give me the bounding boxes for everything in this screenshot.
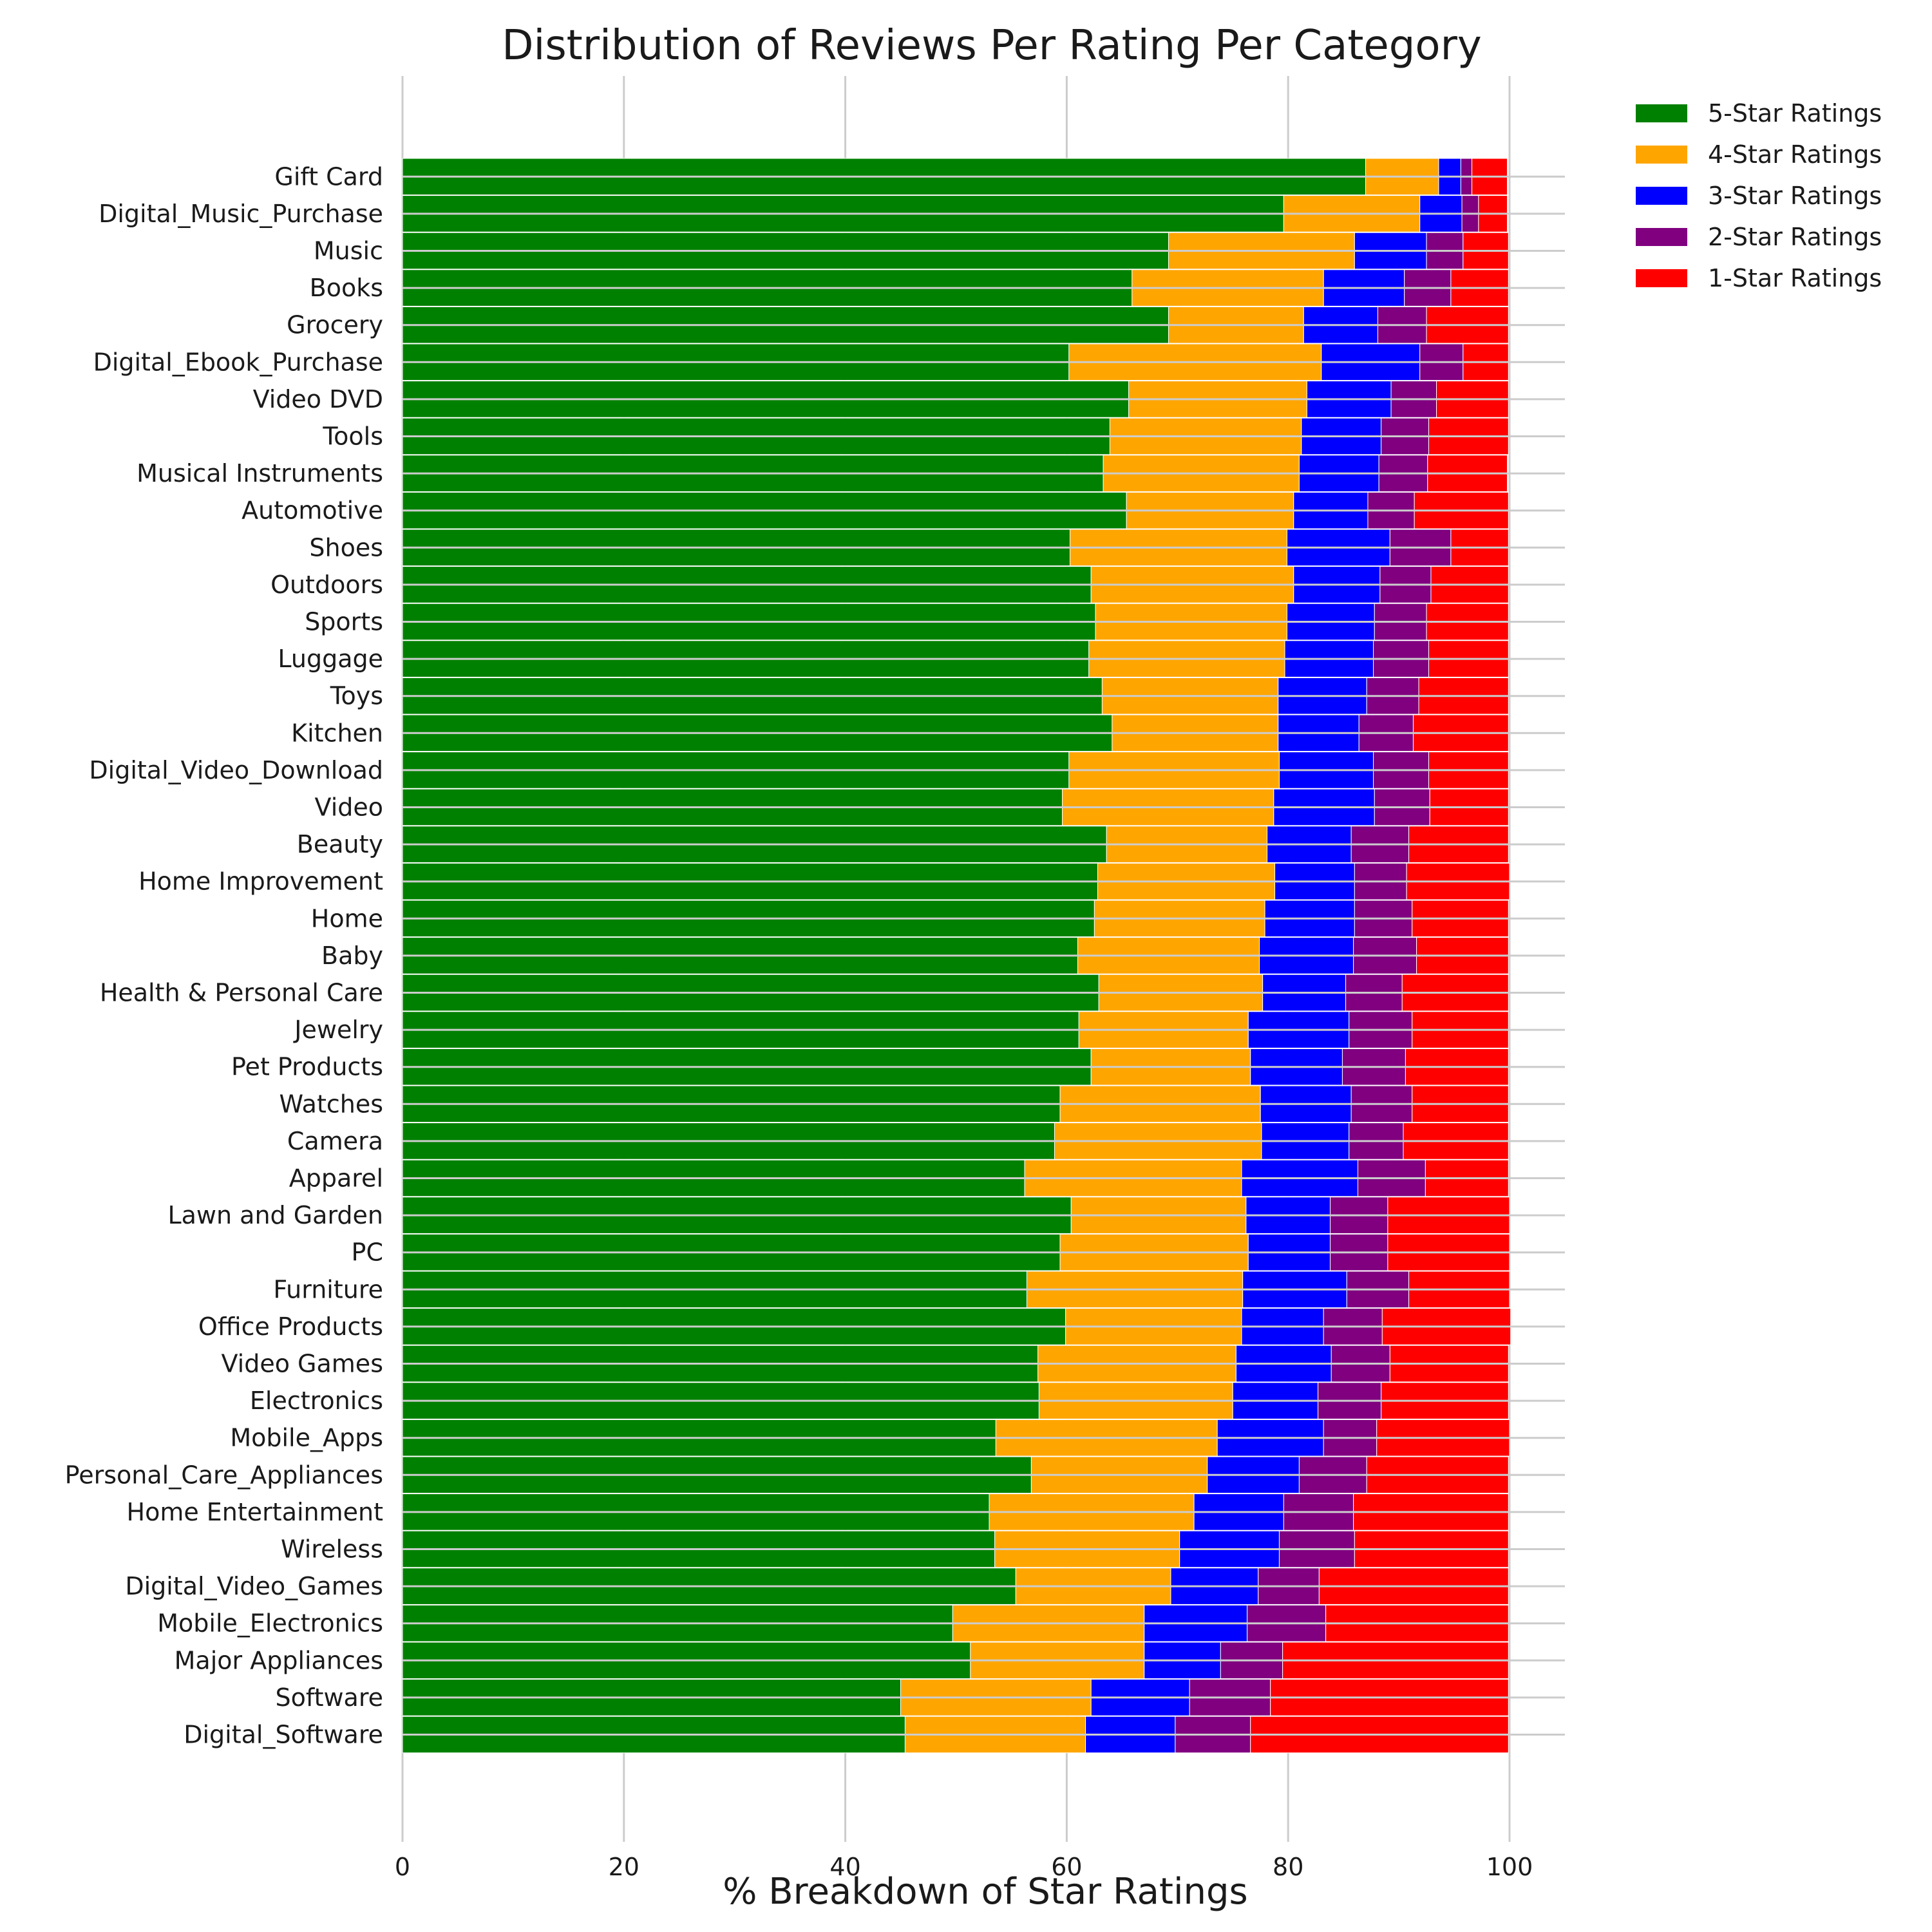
category-label: Software — [275, 1683, 383, 1712]
legend-label: 2-Star Ratings — [1708, 223, 1882, 251]
category-label: Lawn and Garden — [167, 1201, 383, 1229]
chart-title: Distribution of Reviews Per Rating Per C… — [502, 22, 1482, 70]
legend-swatch — [1636, 146, 1687, 164]
legend-swatch — [1636, 187, 1687, 205]
category-label: Outdoors — [270, 571, 383, 599]
category-label: Sports — [305, 608, 383, 636]
category-label: Office Products — [198, 1312, 383, 1341]
category-label: Mobile_Apps — [230, 1424, 383, 1452]
category-labels: Gift Card Digital_Music_Purchase Music Book… — [65, 162, 383, 1748]
category-label: Home — [311, 904, 383, 933]
x-tick-label: 0 — [395, 1853, 410, 1881]
category-label: Camera — [287, 1127, 383, 1155]
x-axis-label: % Breakdown of Star Ratings — [723, 1871, 1247, 1913]
category-label: Digital_Video_Download — [89, 756, 383, 784]
bars — [402, 158, 1511, 1754]
category-label: Digital_Music_Purchase — [99, 200, 383, 228]
category-label: Digital_Software — [184, 1721, 383, 1749]
category-label: Gift Card — [274, 162, 383, 191]
category-label: Video Games — [222, 1350, 383, 1378]
legend-label: 3-Star Ratings — [1708, 182, 1882, 210]
category-label: Major Appliances — [175, 1646, 383, 1674]
legend: 5-Star Ratings 4-Star Ratings 3-Star Ratin… — [1636, 99, 1882, 292]
category-label: Luggage — [278, 645, 383, 673]
category-label: Musical Instruments — [137, 459, 383, 488]
legend-label: 4-Star Ratings — [1708, 140, 1882, 169]
legend-swatch — [1636, 104, 1687, 122]
legend-label: 1-Star Ratings — [1708, 264, 1882, 292]
category-label: Mobile_Electronics — [157, 1609, 383, 1638]
category-label: Video DVD — [253, 385, 383, 413]
legend-swatch — [1636, 269, 1687, 287]
category-label: Pet Products — [231, 1053, 383, 1081]
category-label: Apparel — [289, 1164, 383, 1193]
category-label: Automotive — [242, 497, 383, 525]
category-label: Kitchen — [291, 719, 383, 747]
category-label: PC — [352, 1238, 383, 1267]
category-label: Video — [315, 793, 383, 822]
category-label: Jewelry — [293, 1016, 383, 1044]
category-label: Tools — [322, 422, 383, 451]
category-label: Grocery — [287, 311, 383, 339]
category-label: Toys — [330, 682, 383, 710]
category-label: Shoes — [309, 533, 383, 562]
category-label: Home Entertainment — [127, 1498, 384, 1526]
legend-swatch — [1636, 228, 1687, 246]
x-tick-label: 40 — [829, 1853, 860, 1881]
category-label: Books — [310, 274, 383, 302]
category-label: Electronics — [250, 1387, 383, 1415]
category-label: Digital_Video_Games — [125, 1572, 383, 1600]
x-tick-label: 20 — [609, 1853, 639, 1881]
category-label: Furniture — [273, 1275, 383, 1303]
x-tick-labels: 0 20 40 60 80 100 — [395, 1853, 1533, 1881]
category-label: Music — [314, 237, 383, 265]
legend-label: 5-Star Ratings — [1708, 99, 1882, 128]
category-label: Watches — [279, 1090, 383, 1118]
category-label: Digital_Ebook_Purchase — [93, 348, 383, 376]
category-label: Beauty — [297, 830, 383, 858]
category-label: Personal_Care_Appliances — [65, 1461, 383, 1489]
category-label: Health & Personal Care — [100, 979, 383, 1007]
x-tick-label: 60 — [1051, 1853, 1082, 1881]
x-tick-label: 100 — [1486, 1853, 1533, 1881]
category-label: Baby — [321, 942, 383, 970]
x-tick-label: 80 — [1273, 1853, 1303, 1881]
category-tick-lines — [402, 175, 1565, 1736]
category-label: Home Improvement — [138, 867, 383, 896]
category-label: Wireless — [281, 1535, 383, 1564]
